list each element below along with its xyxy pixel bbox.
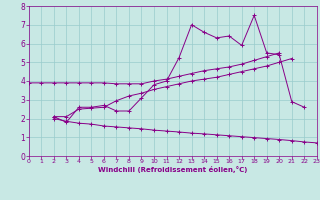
X-axis label: Windchill (Refroidissement éolien,°C): Windchill (Refroidissement éolien,°C): [98, 166, 247, 173]
